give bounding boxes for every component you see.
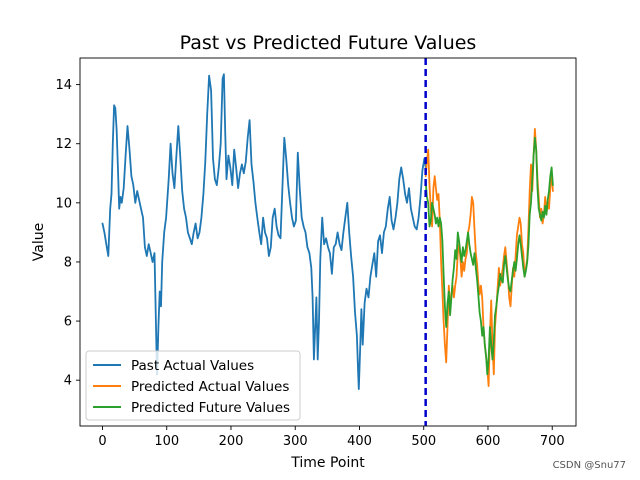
y-tick-label: 14 — [55, 78, 72, 93]
x-axis-ticks: 0 100 200 300 400 500 600 700 — [98, 426, 565, 449]
legend-label-past-actual: Past Actual Values — [131, 358, 254, 374]
y-tick-label: 8 — [64, 255, 72, 270]
x-tick-label: 0 — [98, 434, 106, 449]
x-tick-label: 400 — [347, 434, 372, 449]
x-axis-label: Time Point — [290, 455, 365, 471]
plot-area — [79, 57, 577, 427]
x-tick-label: 100 — [154, 434, 179, 449]
series-layer — [101, 73, 554, 390]
x-tick-label: 700 — [540, 434, 565, 449]
x-tick-label: 600 — [476, 434, 501, 449]
watermark: CSDN @Snu77 — [552, 460, 626, 471]
legend-label-predicted-actual: Predicted Actual Values — [131, 379, 289, 395]
chart-title: Past vs Predicted Future Values — [180, 32, 477, 54]
x-tick-label: 300 — [283, 434, 308, 449]
legend: Past Actual Values Predicted Actual Valu… — [85, 350, 301, 421]
y-tick-label: 4 — [64, 374, 72, 389]
x-tick-label: 500 — [411, 434, 436, 449]
x-tick-label: 200 — [219, 434, 244, 449]
legend-box — [85, 350, 301, 421]
legend-label-predicted-future: Predicted Future Values — [131, 400, 290, 416]
series-line-1 — [101, 73, 427, 390]
y-tick-label: 6 — [64, 315, 72, 330]
axes-frame — [79, 57, 577, 427]
series-line-3 — [424, 136, 554, 376]
y-axis-label: Value — [31, 223, 47, 261]
y-tick-label: 10 — [55, 196, 72, 211]
y-tick-label: 12 — [55, 137, 72, 152]
y-axis-ticks: 4 6 8 10 12 14 — [55, 78, 80, 389]
